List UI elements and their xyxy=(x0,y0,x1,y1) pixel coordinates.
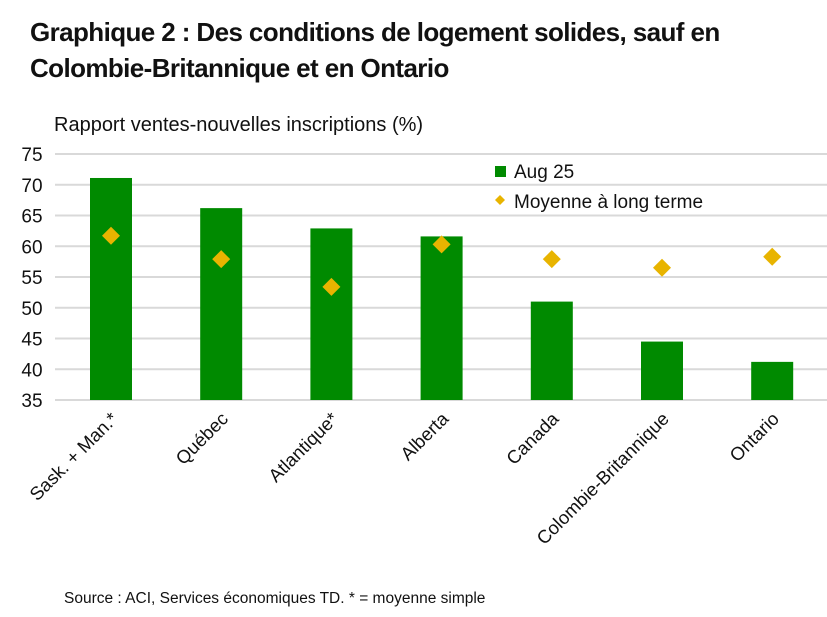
x-category-label: Ontario xyxy=(725,408,783,466)
marker-diamond xyxy=(102,226,120,245)
y-tick-label: 60 xyxy=(21,237,42,258)
legend-label-bar: Aug 25 xyxy=(514,162,574,183)
x-category-label: Atlantique* xyxy=(264,408,342,486)
y-tick-label: 45 xyxy=(21,330,42,351)
bar xyxy=(200,208,243,400)
y-tick-label: 75 xyxy=(21,145,42,166)
bar xyxy=(90,177,132,400)
y-axis-label: Rapport ventes-nouvelles inscriptions (%… xyxy=(54,114,424,136)
legend-swatch-marker xyxy=(495,195,505,205)
x-category-label: Canada xyxy=(502,407,563,468)
bar xyxy=(641,341,683,400)
bar xyxy=(751,361,794,400)
marker-diamond xyxy=(212,250,231,269)
bars-series xyxy=(90,177,794,400)
markers-series xyxy=(102,226,782,296)
marker-diamond xyxy=(542,250,561,269)
source-note: Source : ACI, Services économiques TD. *… xyxy=(64,590,486,607)
y-tick-label: 70 xyxy=(21,176,42,197)
marker-diamond xyxy=(322,277,341,296)
chart-title: Graphique 2 : Des conditions de logement… xyxy=(30,17,720,83)
x-category-label: Québec xyxy=(171,408,232,469)
bar xyxy=(530,301,573,400)
legend: Aug 25 Moyenne à long terme xyxy=(495,162,703,213)
marker-diamond xyxy=(653,258,671,277)
marker-diamond xyxy=(763,247,782,266)
x-category-label: Alberta xyxy=(396,407,453,464)
x-axis-categories: Sask. + Man.* Québec Atlantique* Alberta Can… xyxy=(25,407,783,548)
legend-label-marker: Moyenne à long terme xyxy=(514,192,703,213)
marker-diamond xyxy=(432,235,451,254)
y-tick-label: 65 xyxy=(21,207,42,228)
bar xyxy=(310,228,353,400)
y-tick-label: 40 xyxy=(21,360,42,381)
x-category-label: Sask. + Man.* xyxy=(25,408,122,505)
y-tick-label: 35 xyxy=(21,391,42,412)
y-tick-label: 50 xyxy=(21,299,42,320)
legend-swatch-bar xyxy=(495,166,506,177)
bar xyxy=(420,236,463,400)
y-tick-label: 55 xyxy=(21,268,42,289)
y-axis-ticks: 35 40 45 50 55 60 65 70 75 xyxy=(21,145,42,412)
